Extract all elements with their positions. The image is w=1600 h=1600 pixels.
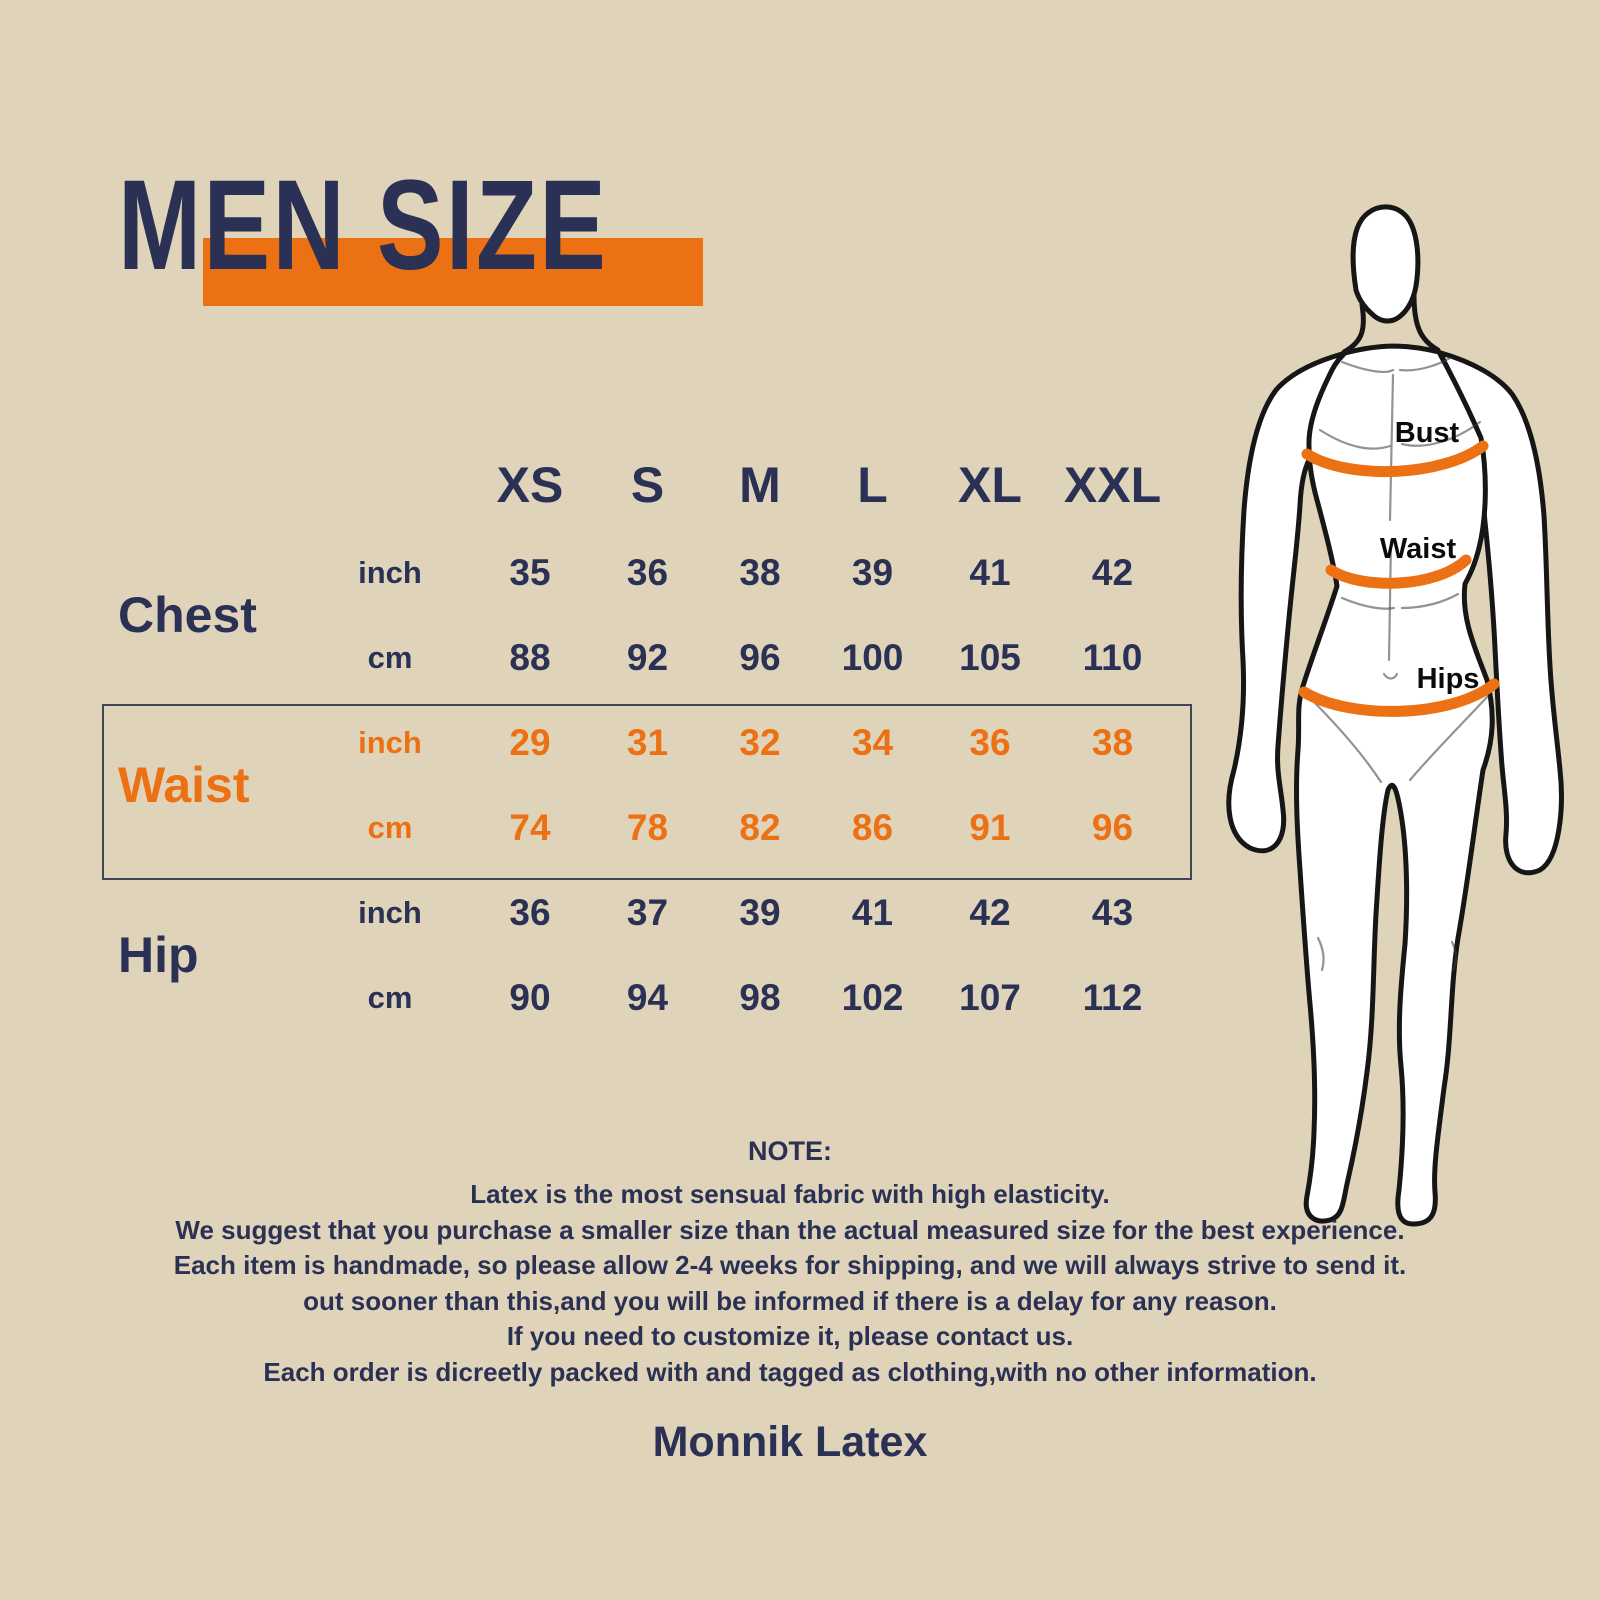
figure-sternum-line	[1388, 373, 1395, 522]
row-label-chest: Chest	[118, 587, 257, 643]
table-value: 94	[626, 976, 669, 1018]
note-line: If you need to customize it, please cont…	[506, 1321, 1074, 1351]
chest-unit-inch: inch	[358, 554, 422, 590]
figure-knee-left	[1316, 936, 1325, 972]
table-value: 31	[626, 721, 669, 763]
page-title: MEN SIZE	[118, 154, 609, 297]
size-header-xxl: XXL	[1063, 457, 1162, 513]
table-value: 74	[509, 806, 551, 848]
note-line: Each order is dicreetly packed with and …	[263, 1356, 1317, 1387]
table-value: 112	[1082, 976, 1143, 1018]
table-value: 36	[509, 891, 551, 933]
table-value: 105	[959, 636, 1021, 678]
table-value: 29	[509, 721, 551, 763]
table-value: 42	[1091, 551, 1134, 593]
figure-navel	[1382, 672, 1399, 680]
table-value: 96	[739, 636, 781, 678]
figure-pec-left	[1318, 428, 1392, 450]
figure-waist-crease-left	[1340, 596, 1396, 610]
figure-collarbone-right	[1398, 356, 1452, 372]
table-value: 32	[739, 721, 781, 763]
table-value: 86	[851, 806, 894, 848]
table-value: 34	[851, 721, 894, 763]
figure-neck-left	[1341, 302, 1366, 355]
figure-hip-crease-left	[1308, 696, 1383, 784]
note-line: out sooner than this,and you will be inf…	[303, 1285, 1277, 1316]
figure-ab-line	[1387, 538, 1393, 662]
male-figure-illustration: Bust Waist Hips	[1190, 190, 1590, 1230]
size-table: XS S M L XL XXL Chest inch 35 36 38 39 4…	[100, 440, 1175, 1040]
figure-torso-legs	[1294, 343, 1495, 1227]
size-header-s: S	[630, 457, 665, 513]
table-value: 98	[739, 976, 781, 1018]
waist-unit-cm: cm	[367, 809, 413, 845]
note-section: NOTE: Latex is the most sensual fabric w…	[90, 1136, 1490, 1390]
table-value: 88	[509, 636, 551, 678]
figure-neck-right	[1411, 292, 1441, 353]
hip-unit-inch: inch	[358, 894, 422, 930]
figure-waist-crease-right	[1400, 592, 1460, 610]
figure-left-arm	[1226, 351, 1345, 854]
figure-knee-right	[1450, 940, 1457, 972]
note-heading: NOTE:	[748, 1136, 832, 1166]
note-line: We suggest that you purchase a smaller s…	[175, 1214, 1405, 1245]
hips-measure-line	[1298, 678, 1500, 717]
table-value: 39	[851, 551, 894, 593]
figure-pec-right	[1400, 420, 1482, 447]
table-value: 90	[509, 976, 551, 1018]
table-value: 78	[626, 806, 669, 848]
table-value: 107	[959, 976, 1021, 1018]
bust-label: Bust	[1395, 417, 1460, 449]
figure-collarbone-left	[1340, 360, 1395, 373]
row-label-waist: Waist	[118, 757, 250, 813]
table-value: 100	[841, 636, 904, 678]
note-line: Each item is handmade, so please allow 2…	[173, 1250, 1407, 1280]
table-value: 35	[509, 551, 551, 593]
chest-unit-cm: cm	[367, 639, 413, 675]
size-header-m: M	[739, 457, 781, 513]
table-value: 82	[739, 806, 781, 848]
waist-measure-line	[1325, 554, 1472, 589]
brand-name: Monnik Latex	[652, 1418, 928, 1466]
size-header-l: L	[857, 457, 888, 513]
table-value: 110	[1082, 636, 1143, 678]
table-value: 38	[1091, 721, 1134, 763]
table-value: 37	[626, 891, 669, 933]
table-value: 96	[1091, 806, 1134, 848]
row-label-hip: Hip	[118, 927, 199, 983]
table-value: 102	[841, 976, 904, 1018]
hips-label: Hips	[1417, 663, 1480, 695]
table-value: 41	[969, 551, 1011, 593]
hip-unit-cm: cm	[367, 979, 413, 1015]
table-value: 43	[1091, 891, 1134, 933]
table-value: 36	[626, 551, 669, 593]
bust-measure-line	[1301, 440, 1489, 478]
table-value: 39	[739, 891, 781, 933]
table-value: 38	[739, 551, 781, 593]
size-header-xl: XL	[958, 457, 1022, 513]
waist-label: Waist	[1380, 533, 1457, 565]
figure-head	[1350, 204, 1421, 324]
waist-unit-inch: inch	[358, 724, 422, 760]
table-value: 91	[969, 806, 1011, 848]
table-value: 41	[851, 891, 894, 933]
table-value: 36	[969, 721, 1011, 763]
title-accent-bar	[203, 238, 703, 306]
table-value: 92	[626, 636, 669, 678]
note-line: Latex is the most sensual fabric with hi…	[470, 1179, 1110, 1209]
figure-hip-crease-right	[1408, 694, 1490, 782]
table-value: 42	[969, 891, 1011, 933]
size-header-xs: XS	[496, 457, 564, 513]
waist-row-highlight-box	[102, 704, 1192, 880]
